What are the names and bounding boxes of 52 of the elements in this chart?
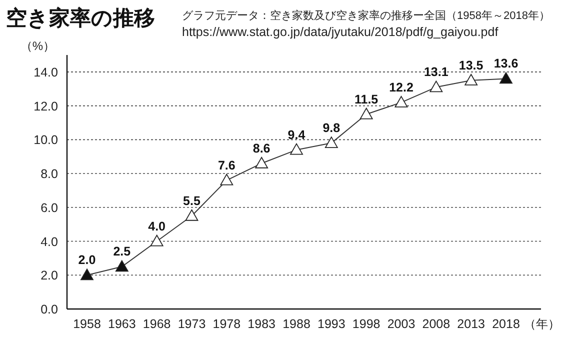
point (430, 80, 443, 92)
x-tick-label: 2008 (422, 317, 450, 331)
data-label: 13.5 (458, 58, 484, 72)
y-tick-label: 0.0 (40, 302, 58, 316)
x-tick-label: 1983 (248, 317, 276, 331)
data-label: 13.1 (424, 65, 448, 80)
y-tick-label: 2.0 (40, 268, 58, 283)
x-tick-label: 1968 (142, 317, 171, 331)
point (115, 260, 128, 272)
data-label: 8.6 (252, 141, 270, 156)
x-tick-label: 2003 (387, 317, 416, 331)
point (324, 136, 338, 148)
point (500, 72, 512, 84)
point (255, 156, 268, 168)
x-tick-label: 1973 (178, 317, 206, 331)
data-label: 11.5 (354, 92, 378, 106)
text: グラフ元データ：空き家数及び空き家率の推移ー全国（1958年～2018年） (182, 9, 550, 22)
data-label: 7.6 (218, 158, 236, 172)
x-tick-label: 1988 (282, 317, 310, 331)
y-tick-label: 6.0 (40, 200, 58, 215)
y-tick-label: 4.0 (40, 234, 58, 249)
x-tick-label: 1958 (73, 317, 101, 331)
data-label: 9.8 (322, 121, 340, 136)
data-label: 12.2 (389, 80, 414, 94)
point (150, 234, 164, 246)
data-label: 9.4 (288, 128, 306, 142)
point (220, 174, 234, 186)
data-label: 13.6 (494, 56, 518, 71)
x-axis-title: （年） (524, 317, 560, 331)
point (394, 96, 408, 108)
y-axis-title: （%） (20, 39, 55, 53)
chart-title: 空き家率の推移 (6, 6, 155, 30)
point (290, 143, 303, 155)
point (464, 74, 478, 86)
x-tick-label: 2013 (457, 317, 486, 331)
y-tick-label: 10.0 (34, 133, 58, 148)
x-tick-label: 1998 (352, 317, 380, 331)
point (80, 268, 94, 280)
data-label: 5.5 (183, 194, 200, 208)
x-tick-label: 2018 (492, 317, 520, 331)
data-label: 2.0 (78, 253, 96, 268)
y-tick-label: 8.0 (40, 167, 58, 182)
x-tick-label: 1963 (108, 317, 136, 331)
x-tick-label: 1993 (318, 317, 346, 331)
y-tick-label: 12.0 (34, 99, 58, 114)
data-label: 4.0 (148, 219, 166, 234)
x-tick-label: 1978 (212, 317, 241, 331)
point (185, 209, 198, 221)
point (360, 108, 373, 120)
data-label: 2.5 (113, 244, 131, 259)
text: https://www.stat.go.jp/data/jyutaku/2018/pdf/g_gaiyou.pdf (182, 25, 499, 39)
y-tick-label: 14.0 (34, 65, 58, 80)
